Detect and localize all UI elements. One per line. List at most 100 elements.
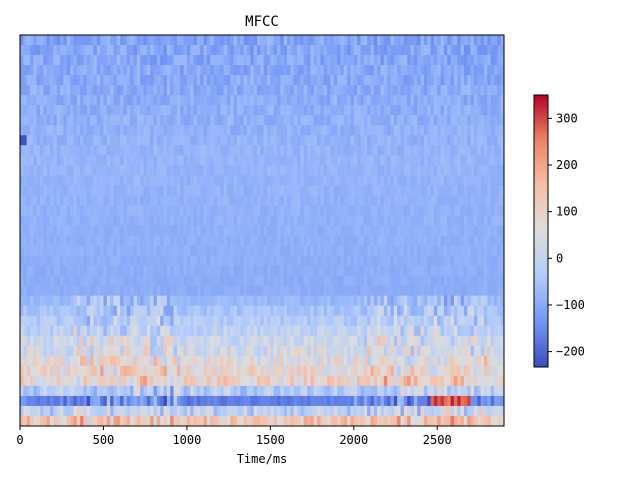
heatmap-cell <box>387 135 391 146</box>
heatmap-cell <box>270 325 275 337</box>
heatmap-cell <box>183 125 188 136</box>
heatmap-cell <box>333 105 338 116</box>
heatmap-cell <box>420 325 425 337</box>
heatmap-cell <box>113 165 118 176</box>
heatmap-cell <box>460 235 465 246</box>
heatmap-cell <box>467 275 472 287</box>
heatmap-cell <box>417 115 421 126</box>
heatmap-cell <box>277 45 281 56</box>
heatmap-cell <box>270 45 275 56</box>
heatmap-cell <box>423 65 428 76</box>
heatmap-cell <box>457 355 462 367</box>
heatmap-cell <box>267 155 271 166</box>
heatmap-cell <box>420 95 425 106</box>
heatmap-cell <box>313 345 318 357</box>
heatmap-cell <box>330 165 335 176</box>
heatmap-cell <box>277 125 281 136</box>
heatmap-cell <box>23 205 28 216</box>
heatmap-cell <box>277 205 281 216</box>
heatmap-cell <box>216 295 221 307</box>
heatmap-cell <box>360 145 365 156</box>
heatmap-cell <box>290 145 295 156</box>
heatmap-cell <box>240 345 245 357</box>
heatmap-cell <box>363 125 368 136</box>
heatmap-cell <box>193 305 198 317</box>
heatmap-cell <box>263 185 268 196</box>
heatmap-cell <box>410 345 415 357</box>
heatmap-cell <box>200 175 204 186</box>
heatmap-cell <box>357 185 361 196</box>
heatmap-cell <box>193 65 198 76</box>
heatmap-cell <box>457 225 462 236</box>
heatmap-cell <box>230 45 235 56</box>
heatmap-cell <box>460 195 465 206</box>
heatmap-cell <box>166 135 171 146</box>
heatmap-cell <box>86 195 91 206</box>
heatmap-cell <box>440 365 445 377</box>
heatmap-cell <box>186 285 191 297</box>
heatmap-cell <box>387 145 391 156</box>
heatmap-cell <box>126 345 131 357</box>
heatmap-cell <box>186 125 191 136</box>
heatmap-cell <box>363 325 368 337</box>
heatmap-cell <box>470 105 475 116</box>
heatmap-cell <box>470 225 475 236</box>
heatmap-cell <box>287 75 291 86</box>
heatmap-cell <box>463 185 468 196</box>
heatmap-cell <box>223 75 228 86</box>
heatmap-cell <box>290 45 295 56</box>
heatmap-cell <box>467 225 472 236</box>
heatmap-cell <box>160 375 164 387</box>
heatmap-cell <box>130 115 134 126</box>
heatmap-cell <box>46 115 51 126</box>
heatmap-cell <box>220 35 225 46</box>
heatmap-cell <box>440 335 445 347</box>
heatmap-cell <box>110 355 114 367</box>
heatmap-cell <box>260 255 265 266</box>
heatmap-cell <box>323 345 328 357</box>
heatmap-cell <box>246 215 251 226</box>
heatmap-cell <box>400 75 405 86</box>
heatmap-cell <box>143 255 148 266</box>
heatmap-cell <box>103 155 108 166</box>
heatmap-cell <box>287 285 291 297</box>
heatmap-cell <box>270 225 275 236</box>
heatmap-cell <box>240 65 245 76</box>
heatmap-cell <box>437 85 441 96</box>
heatmap-cell <box>183 235 188 246</box>
heatmap-cell <box>170 145 174 156</box>
heatmap-cell <box>453 345 458 357</box>
heatmap-cell <box>36 355 41 367</box>
heatmap-cell <box>447 35 451 46</box>
heatmap-cell <box>427 125 431 136</box>
heatmap-cell <box>450 155 455 166</box>
heatmap-cell <box>353 235 358 246</box>
heatmap-cell <box>93 275 98 287</box>
heatmap-cell <box>166 95 171 106</box>
heatmap-cell <box>500 285 505 297</box>
heatmap-cell <box>250 135 255 146</box>
heatmap-cell <box>106 295 111 307</box>
heatmap-cell <box>33 105 38 116</box>
heatmap-cell <box>287 145 291 156</box>
heatmap-cell <box>437 225 441 236</box>
heatmap-cell <box>420 185 425 196</box>
heatmap-cell <box>136 125 141 136</box>
heatmap-cell <box>383 135 388 146</box>
heatmap-cell <box>106 305 111 317</box>
heatmap-cell <box>223 165 228 176</box>
heatmap-cell <box>393 105 398 116</box>
heatmap-cell <box>153 335 158 347</box>
heatmap-cell <box>183 365 188 377</box>
heatmap-cell <box>20 55 24 66</box>
heatmap-cell <box>260 285 265 297</box>
heatmap-cell <box>423 245 428 256</box>
heatmap-cell <box>260 155 265 166</box>
heatmap-cell <box>226 155 231 166</box>
heatmap-cell <box>340 85 345 96</box>
heatmap-cell <box>367 275 371 287</box>
heatmap-cell <box>317 85 321 96</box>
heatmap-cell <box>126 245 131 256</box>
heatmap-cell <box>190 55 194 66</box>
heatmap-cell <box>333 245 338 256</box>
